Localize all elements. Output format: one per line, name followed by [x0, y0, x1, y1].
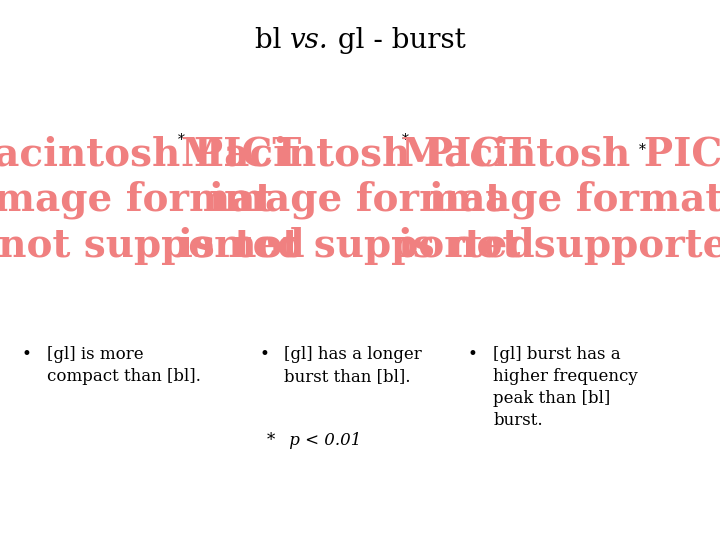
Text: Macintosh PICT
image format
is not supported: Macintosh PICT image format is not suppo… [0, 135, 305, 265]
Text: •: • [468, 346, 478, 362]
Text: [gl] burst has a
higher frequency
peak than [bl]
burst.: [gl] burst has a higher frequency peak t… [493, 346, 638, 429]
Text: *: * [402, 133, 409, 147]
Text: *: * [266, 432, 274, 449]
Text: •: • [22, 346, 32, 362]
Text: *: * [178, 133, 185, 147]
Text: Macintosh PICT
image format
is not supported: Macintosh PICT image format is not suppo… [397, 135, 720, 265]
Text: [gl] has a longer
burst than [bl].: [gl] has a longer burst than [bl]. [284, 346, 422, 385]
Text: gl - burst: gl - burst [329, 27, 465, 54]
Text: vs.: vs. [290, 27, 329, 54]
Text: •: • [259, 346, 269, 362]
Text: p < 0.01: p < 0.01 [284, 432, 361, 449]
Text: Macintosh PICT
image format
is not supported: Macintosh PICT image format is not suppo… [178, 135, 535, 265]
Text: [gl] is more
compact than [bl].: [gl] is more compact than [bl]. [47, 346, 201, 385]
Text: bl: bl [255, 27, 290, 54]
Text: *: * [639, 143, 646, 157]
